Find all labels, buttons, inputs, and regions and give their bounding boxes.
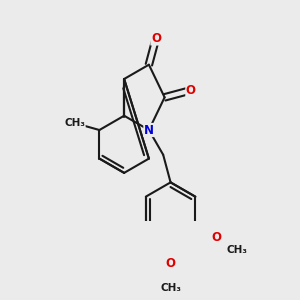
Text: CH₃: CH₃ — [64, 118, 85, 128]
Text: O: O — [166, 257, 176, 270]
Text: N: N — [144, 124, 154, 136]
Text: O: O — [186, 84, 196, 97]
Text: O: O — [212, 231, 221, 244]
Text: CH₃: CH₃ — [227, 244, 248, 254]
Text: O: O — [151, 32, 161, 45]
Text: CH₃: CH₃ — [160, 283, 181, 293]
